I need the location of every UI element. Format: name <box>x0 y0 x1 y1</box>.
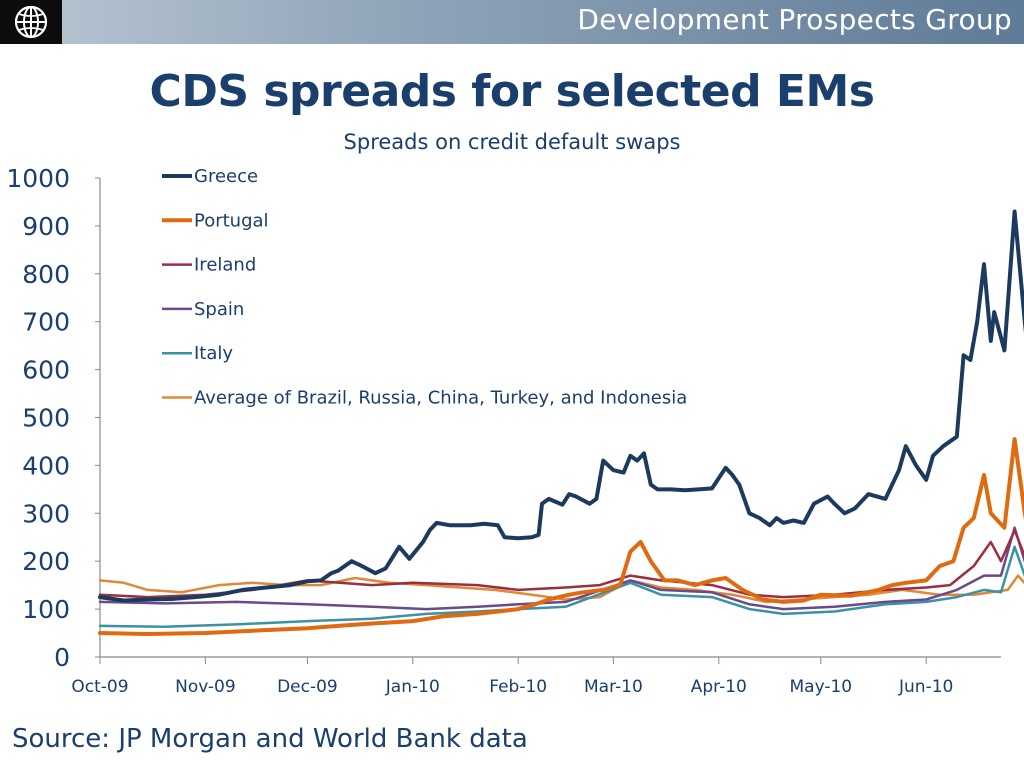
y-tick-label: 200 <box>22 547 70 576</box>
header-bar: Development Prospects Group <box>0 0 1024 44</box>
globe-icon <box>14 5 48 39</box>
chart-axes: 0 100 200 300 400 500 600 700 800 900 1000 Oct-09 No… <box>6 164 1001 697</box>
y-tick-label: 1000 <box>6 164 70 193</box>
x-tick-label: Jan-10 <box>385 677 440 697</box>
y-tick-label: 500 <box>22 404 70 433</box>
series-line-3 <box>98 526 1024 611</box>
y-tick-label: 100 <box>22 595 70 624</box>
x-tick-label: Dec-09 <box>277 677 338 697</box>
series-line-0 <box>98 209 1024 603</box>
logo <box>0 0 62 44</box>
chart-series-lines <box>98 209 1024 636</box>
y-tick-label: 800 <box>22 260 70 289</box>
x-tick-label: Feb-10 <box>489 677 547 697</box>
y-tick-label: 900 <box>22 212 70 241</box>
brand-name: Development Prospects Group <box>577 3 1012 36</box>
y-tick-label: 300 <box>22 499 70 528</box>
x-tick-label: May-10 <box>789 677 852 697</box>
legend-label-1: Portugal <box>194 210 269 231</box>
y-tick-label: 0 <box>54 643 70 672</box>
legend-label-5: Average of Brazil, Russia, China, Turkey… <box>194 388 687 409</box>
series-line-4 <box>98 545 1024 629</box>
line-chart: 0 100 200 300 400 500 600 700 800 900 1000 Oct-09 No… <box>6 164 1024 697</box>
x-tick-label: Nov-09 <box>175 677 236 697</box>
chart-subtitle: Spreads on credit default swaps <box>343 130 681 154</box>
legend-label-4: Italy <box>194 343 233 364</box>
x-tick-label: Apr-10 <box>691 677 747 697</box>
y-tick-label: 600 <box>22 356 70 385</box>
x-tick-label: Jun-10 <box>898 677 953 697</box>
y-tick-label: 400 <box>22 451 70 480</box>
legend-label-0: Greece <box>194 166 258 187</box>
x-tick-label: Mar-10 <box>584 677 643 697</box>
legend-label-3: Spain <box>194 299 244 320</box>
legend-label-2: Ireland <box>194 255 256 276</box>
chart-title: CDS spreads for selected EMs <box>149 66 875 117</box>
y-tick-label: 700 <box>22 308 70 337</box>
x-tick-label: Oct-09 <box>71 677 128 697</box>
source-note: Source: JP Morgan and World Bank data <box>12 724 528 754</box>
series-line-1 <box>98 437 1024 636</box>
chart-legend: Greece Portugal Ireland Spain Italy Average o… <box>162 166 687 409</box>
